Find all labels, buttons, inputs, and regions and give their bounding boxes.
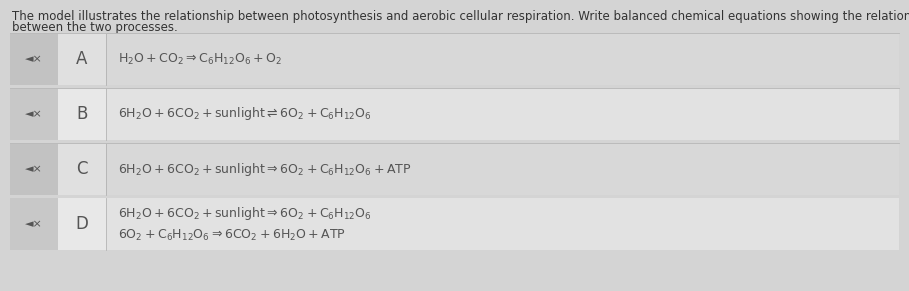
Text: $\mathregular{H_2O + CO_2 \Rightarrow C_6H_{12}O_6 + O_2}$: $\mathregular{H_2O + CO_2 \Rightarrow C_… [118,52,282,67]
Bar [10,143,899,195]
Bar [10,33,58,85]
Text: A: A [76,50,87,68]
Text: ◄×: ◄× [25,109,43,119]
Text: ◄×: ◄× [25,219,43,229]
Bar [58,33,106,85]
Text: The model illustrates the relationship between photosynthesis and aerobic cellul: The model illustrates the relationship b… [12,10,909,23]
Bar [10,33,899,85]
Text: $\mathregular{6H_2O + 6CO_2 + sunlight \Rightarrow 6O_2 + C_6H_{12}O_6}$: $\mathregular{6H_2O + 6CO_2 + sunlight \… [118,205,372,221]
Text: ◄×: ◄× [25,54,43,64]
Text: $\mathregular{6H_2O + 6CO_2 + sunlight \Rightarrow 6O_2 + C_6H_{12}O_6 + ATP}$: $\mathregular{6H_2O + 6CO_2 + sunlight \… [118,161,412,178]
Bar [10,198,899,250]
Bar [58,88,106,140]
Bar [58,143,106,195]
Bar [10,88,899,140]
Text: ◄×: ◄× [25,164,43,174]
Bar [10,88,58,140]
Text: D: D [75,215,88,233]
Text: $\mathregular{6O_2 + C_6H_{12}O_6 \Rightarrow 6CO_2 + 6H_2O + ATP}$: $\mathregular{6O_2 + C_6H_{12}O_6 \Right… [118,228,346,243]
Text: between the two processes.: between the two processes. [12,21,178,34]
Text: B: B [76,105,87,123]
Bar [10,198,58,250]
Text: $\mathregular{6H_2O + 6CO_2 + sunlight \rightleftharpoons 6O_2 + C_6H_{12}O_6}$: $\mathregular{6H_2O + 6CO_2 + sunlight \… [118,106,372,123]
Bar [58,198,106,250]
Text: C: C [76,160,88,178]
Bar [10,143,58,195]
